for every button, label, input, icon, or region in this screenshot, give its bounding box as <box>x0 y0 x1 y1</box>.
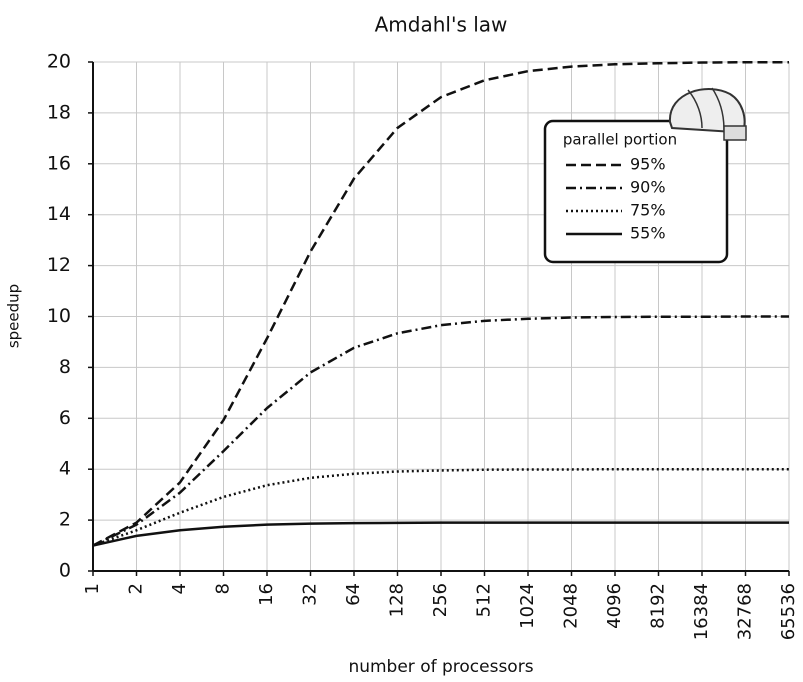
y-tick-label: 0 <box>59 560 71 582</box>
series-line <box>92 521 789 547</box>
x-tick-label: 65536 <box>778 583 799 640</box>
x-tick-label: 1024 <box>517 583 538 629</box>
x-tick-label: 128 <box>387 583 408 617</box>
x-tick-label: 1 <box>82 583 103 594</box>
y-tick-label: 14 <box>47 203 71 225</box>
series-line <box>92 467 789 547</box>
x-tick-label: 2048 <box>561 583 582 629</box>
legend-title: parallel portion <box>563 131 677 149</box>
legend-label: 75% <box>630 201 666 220</box>
y-tick-label: 6 <box>59 407 71 429</box>
x-tick-label: 2 <box>126 583 147 594</box>
x-tick-label: 8 <box>213 583 234 594</box>
y-axis-label: speedup <box>5 284 23 348</box>
x-tick-label: 16 <box>256 583 277 606</box>
y-tick-label: 4 <box>59 458 71 480</box>
x-tick-label: 32 <box>300 583 321 606</box>
legend-box <box>543 119 729 264</box>
y-tick-label: 18 <box>47 101 71 123</box>
x-tick-label: 8192 <box>648 583 669 629</box>
legend-label: 55% <box>630 224 666 243</box>
y-tick-label: 12 <box>47 254 71 276</box>
x-tick-label: 256 <box>430 583 451 617</box>
helmet-icon <box>668 87 747 141</box>
series-line <box>92 61 789 547</box>
x-axis-label: number of processors <box>348 657 533 677</box>
y-tick-label: 20 <box>47 51 71 73</box>
legend-label: 90% <box>630 178 666 197</box>
legend: parallel portion 95% 90% 75% 55% <box>543 119 729 264</box>
y-tick-label: 8 <box>59 356 71 378</box>
x-tick-label: 4 <box>169 583 190 594</box>
x-tick-label: 4096 <box>604 583 625 629</box>
chart-title: Amdahl's law <box>375 13 508 37</box>
series-line <box>92 315 789 547</box>
legend-label: 95% <box>630 155 666 174</box>
y-tick-label: 2 <box>59 509 71 531</box>
x-tick-label: 64 <box>343 583 364 606</box>
y-tick-label: 10 <box>47 305 71 327</box>
x-tick-label: 32768 <box>735 583 756 640</box>
x-tick-label: 512 <box>474 583 495 617</box>
x-tick-label: 16384 <box>691 583 712 640</box>
y-tick-label: 16 <box>47 152 71 174</box>
